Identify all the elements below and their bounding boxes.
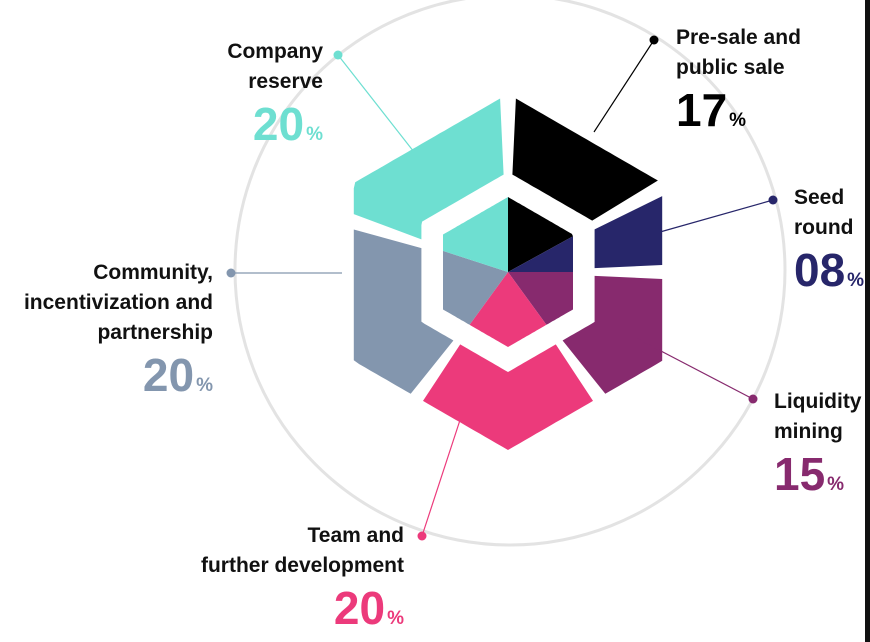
label-seed-round: Seed round 08%	[794, 183, 864, 293]
label-seed-line-1: Seed	[794, 186, 845, 209]
label-company-line-1: Company	[227, 40, 323, 63]
label-pre-sale-line-2: public sale	[676, 56, 785, 79]
leader-dot-seed-round	[768, 195, 778, 205]
pct-seed-value: 08	[794, 244, 846, 296]
label-liquidity-line-1: Liquidity	[774, 390, 862, 413]
outer-segment-team-and-further-development	[423, 344, 593, 450]
leader-line-team-and-further-development	[421, 413, 463, 537]
label-team-line-2: further development	[200, 554, 404, 577]
pct-liquidity: 15%	[774, 451, 862, 497]
leader-line-liquidity-mining	[635, 337, 754, 400]
label-company-line-2: reserve	[248, 70, 323, 93]
pct-company: 20%	[227, 101, 323, 147]
leader-dot-team-and-further-development	[417, 531, 427, 541]
label-community-line-1: Community,	[93, 261, 213, 284]
label-pre-sale: Pre-sale and public sale 17%	[676, 23, 801, 133]
label-company-reserve: Company reserve 20%	[227, 37, 323, 147]
inner-slice-team-and-further-development	[469, 272, 547, 347]
outer-segment-pre-sale-and-public-sale	[512, 98, 658, 221]
outer-segment-company-reserve	[353, 98, 504, 240]
label-seed-line-2: round	[794, 216, 854, 239]
pct-unit: %	[387, 608, 404, 629]
label-liquidity-mining: Liquidity mining 15%	[774, 387, 862, 497]
label-community-line-3: partnership	[97, 321, 213, 344]
label-community: Community, incentivization and partnersh…	[24, 258, 213, 398]
label-pre-sale-line-1: Pre-sale and	[676, 26, 801, 49]
leader-dot-liquidity-mining	[748, 394, 758, 404]
outer-segment-community-incentivization-and-partnership	[353, 229, 454, 394]
leader-dot-community-incentivization-and-partnership	[226, 268, 236, 278]
pct-team: 20%	[201, 585, 404, 631]
label-team: Team and further development 20%	[201, 521, 404, 631]
label-liquidity-line-2: mining	[774, 420, 843, 443]
outer-segment-seed-round	[594, 196, 663, 269]
inner-slice-liquidity-mining	[508, 272, 573, 325]
pct-unit: %	[306, 124, 323, 145]
label-team-line-1: Team and	[307, 524, 404, 547]
pct-liquidity-value: 15	[774, 448, 826, 500]
pct-pre-sale-value: 17	[676, 84, 728, 136]
leader-dot-pre-sale-and-public-sale	[649, 35, 659, 45]
inner-slice-company-reserve	[443, 197, 508, 272]
leader-line-pre-sale-and-public-sale	[593, 39, 655, 133]
inner-slice-seed-round	[508, 236, 573, 272]
outer-ring	[233, 0, 787, 547]
pct-unit: %	[196, 375, 213, 396]
pct-pre-sale: 17%	[676, 87, 801, 133]
pct-community: 20%	[24, 352, 213, 398]
leader-line-company-reserve	[337, 54, 415, 153]
inner-slice-pre-sale-and-public-sale	[508, 197, 573, 272]
right-edge-bar	[865, 0, 870, 642]
pct-unit: %	[827, 474, 845, 495]
pct-seed: 08%	[794, 247, 864, 293]
pct-unit: %	[847, 270, 865, 291]
outer-segment-liquidity-mining	[562, 275, 663, 394]
pct-company-value: 20	[252, 98, 305, 150]
inner-slice-community-incentivization-and-partnership	[443, 250, 508, 325]
label-community-line-2: incentivization and	[23, 291, 213, 314]
pct-team-value: 20	[333, 582, 386, 634]
leader-dot-company-reserve	[333, 50, 343, 60]
pct-unit: %	[729, 110, 747, 131]
leader-line-seed-round	[659, 199, 774, 233]
pct-community-value: 20	[142, 349, 195, 401]
